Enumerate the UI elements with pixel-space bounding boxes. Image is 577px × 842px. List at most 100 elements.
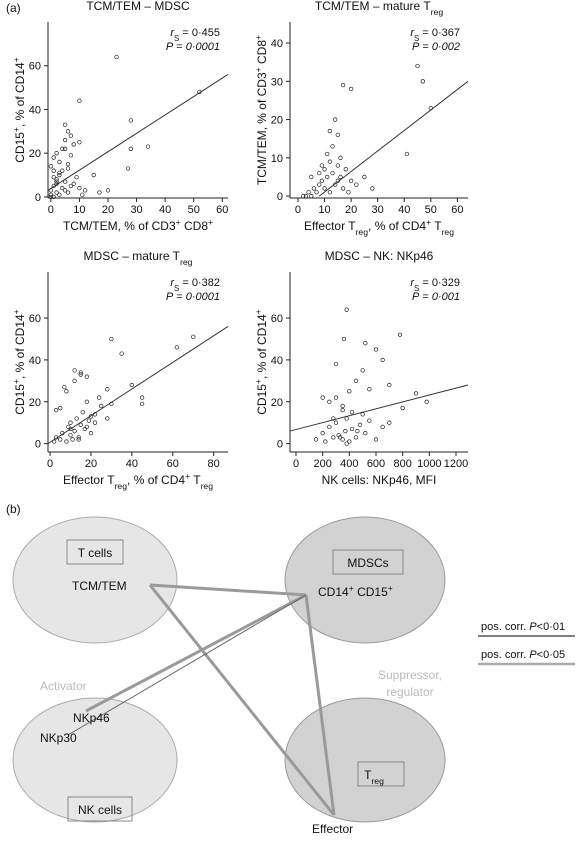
point	[404, 151, 410, 157]
point	[78, 372, 83, 377]
point	[424, 399, 429, 404]
point	[119, 351, 124, 356]
point	[65, 161, 71, 167]
point	[400, 405, 405, 411]
point	[145, 144, 151, 149]
text-part: +	[11, 309, 21, 314]
point	[48, 164, 54, 169]
text-part: TCM/TEM – MDSC	[86, 0, 190, 13]
point	[60, 146, 65, 151]
point	[340, 437, 345, 442]
x-tick-label: 40	[126, 458, 138, 470]
text-part: MDSC – NK: NKp46	[325, 249, 434, 263]
legend-label: pos. corr. P<0·05	[481, 649, 565, 661]
text-part: r	[410, 27, 415, 39]
x-tick-label: 40	[398, 204, 410, 216]
text-part: reg	[115, 481, 128, 491]
x-tick-label: 60	[167, 458, 179, 470]
point	[58, 405, 63, 411]
annotation: P = 0·002	[412, 41, 460, 53]
point	[355, 428, 360, 434]
point	[88, 414, 94, 419]
point	[74, 416, 79, 421]
y-tick-label: 20	[271, 397, 283, 409]
point	[363, 431, 368, 436]
link	[67, 594, 307, 736]
text-part: +	[426, 217, 431, 227]
box	[357, 761, 405, 787]
text-part: Effector T	[63, 473, 115, 487]
text-part: r	[170, 277, 175, 289]
y-tick-label: 20	[29, 148, 41, 160]
point	[77, 140, 82, 145]
text-part: T	[190, 473, 201, 487]
point	[82, 426, 87, 432]
text-part: = 0·382	[179, 277, 220, 289]
x-tick-label: 10	[318, 204, 330, 216]
y-tick-label: 40	[271, 38, 283, 50]
point	[340, 403, 345, 409]
point	[125, 166, 131, 171]
point	[62, 179, 68, 184]
link	[148, 584, 336, 816]
point	[363, 341, 368, 346]
point	[314, 190, 319, 195]
point	[54, 435, 59, 440]
chart-title: MDSC – NK: NKp46	[325, 249, 434, 263]
point	[51, 183, 56, 189]
box-label: MDSCs	[347, 556, 388, 570]
point	[68, 433, 73, 438]
point	[301, 193, 306, 199]
point	[320, 395, 325, 400]
x-tick-label: 20	[85, 458, 97, 470]
point	[317, 182, 322, 187]
text-part: +	[11, 127, 21, 132]
text-part: <0·01	[537, 621, 565, 633]
text-part: 0·002	[432, 41, 460, 53]
text-part: 0·001	[432, 291, 460, 303]
point	[57, 170, 62, 176]
point	[327, 190, 333, 195]
y-tick-label: 60	[271, 313, 283, 325]
text-part: CD15	[13, 132, 27, 163]
point	[311, 186, 317, 191]
x-tick-label: 0	[295, 204, 301, 216]
text-part: Suppressor,	[378, 668, 442, 682]
text-part: TCM/TEM, % of CD3	[255, 72, 269, 185]
point	[197, 89, 202, 95]
point	[362, 174, 367, 180]
x-tick-label: 60	[451, 204, 463, 216]
fit-line	[47, 326, 229, 445]
point	[88, 431, 94, 436]
chart-title: MDSC – mature Treg	[84, 249, 193, 267]
point	[340, 82, 346, 88]
text-part: S	[414, 34, 419, 43]
text-part: MDSCs	[347, 556, 388, 570]
point	[333, 182, 338, 187]
point	[373, 437, 379, 442]
text-part: S	[174, 34, 179, 43]
point	[105, 387, 110, 392]
text-part: reg	[442, 227, 455, 237]
point	[349, 410, 355, 415]
text-part: 0·0001	[186, 291, 220, 303]
text-part: =	[419, 291, 432, 303]
x-tick-label: 10	[73, 204, 85, 216]
node-label: TCM/TEM	[72, 579, 127, 593]
point	[333, 395, 339, 400]
point	[76, 435, 81, 440]
point	[109, 401, 114, 407]
point	[68, 183, 74, 189]
node-label: NKp30	[40, 731, 77, 745]
point	[335, 163, 340, 168]
annotation: P = 0·001	[412, 291, 460, 303]
node-label: NKp46	[73, 711, 110, 725]
text-part: +	[349, 583, 354, 593]
x-tick-label: 600	[367, 458, 385, 470]
point	[80, 410, 85, 415]
point	[78, 422, 83, 427]
annotation: rS = 0·382	[170, 277, 220, 293]
point	[354, 182, 359, 187]
annotation: rS = 0·367	[410, 27, 460, 43]
point	[348, 178, 354, 183]
